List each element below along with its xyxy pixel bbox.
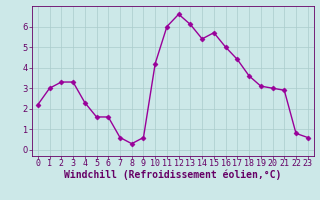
X-axis label: Windchill (Refroidissement éolien,°C): Windchill (Refroidissement éolien,°C)	[64, 169, 282, 180]
